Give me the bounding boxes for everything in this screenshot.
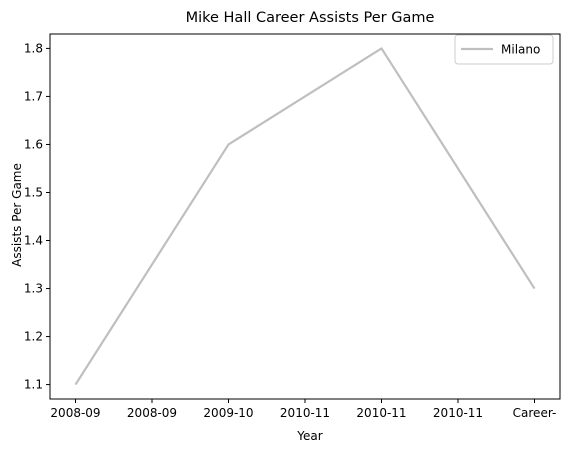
x-tick-label: 2008-09: [127, 406, 177, 420]
x-tick-label: 2010-11: [280, 406, 330, 420]
y-tick-label: 1.6: [24, 137, 43, 151]
x-tick-label: 2009-10: [203, 406, 253, 420]
x-axis-label: Year: [296, 429, 322, 443]
x-tick-label: 2010-11: [356, 406, 406, 420]
y-tick-label: 1.3: [24, 282, 43, 296]
plot-area: [74, 47, 536, 386]
legend-label-milano: Milano: [501, 43, 540, 57]
y-tick-label: 1.2: [24, 330, 43, 344]
axes: 1.1 1.2 1.3 1.4 1.5 1.6 1.7 1.8 2008-09 2008-09 20…: [24, 33, 561, 420]
chart-title: Mike Hall Career Assists Per Game: [186, 10, 435, 26]
legend-box: [454, 34, 554, 65]
y-tick-label: 1.1: [24, 378, 43, 392]
legend: Milano: [454, 34, 554, 65]
x-tick-label: 2008-09: [50, 406, 100, 420]
x-tick-label: Career-: [513, 406, 557, 420]
y-axis-label: Assists Per Game: [10, 163, 24, 267]
y-tick-label: 1.7: [24, 89, 43, 103]
y-tick-label: 1.5: [24, 185, 43, 199]
x-tick-label: 2010-11: [433, 406, 483, 420]
y-tick-label: 1.8: [24, 41, 43, 55]
series-line-milano: [74, 47, 536, 386]
y-tick-label: 1.4: [24, 234, 43, 248]
